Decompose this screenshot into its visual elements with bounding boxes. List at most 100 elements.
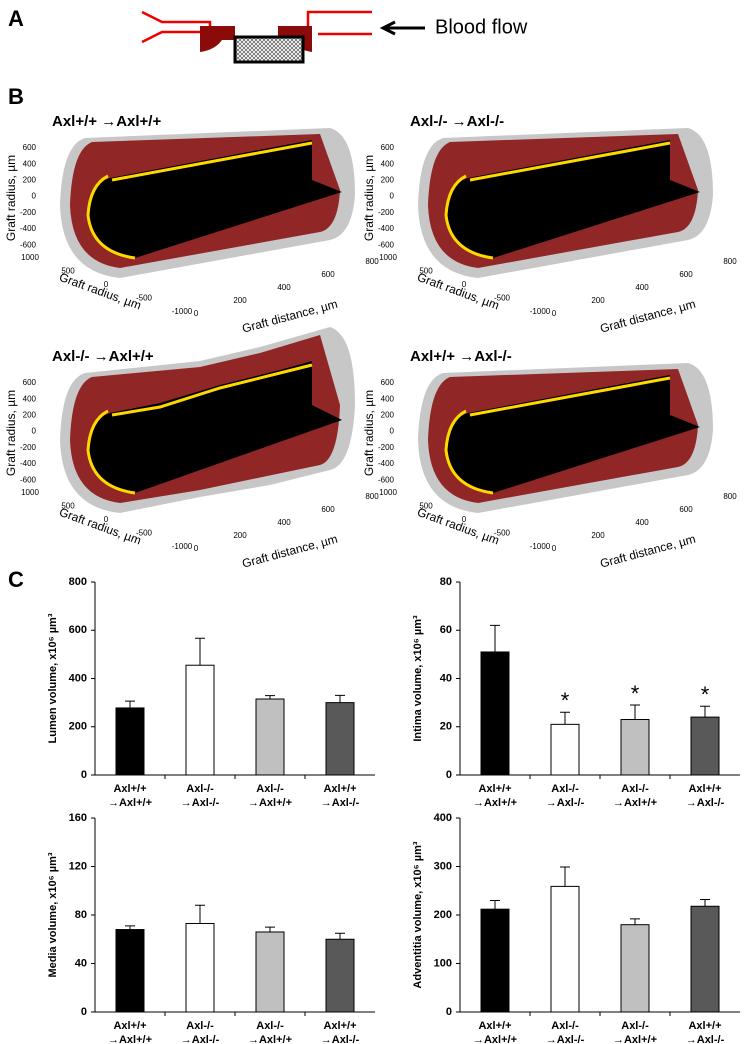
error-bar [700,898,710,907]
tick-label: 200 [381,411,395,420]
y-tick-label: 0 [81,769,87,781]
error-bar [560,866,570,887]
bar [255,698,285,776]
x-tick-label: Axl+/+ →Axl+/+ [473,783,517,809]
label-line: →Axl+/+ [248,1034,292,1044]
tick-label: -400 [378,224,395,233]
error-bar [560,711,570,725]
tick-label: 0 [194,544,199,553]
tube-plot: Axl-/- →Axl+/+ Graft radius, µm 600 400 200 0… [4,327,379,571]
error-bar [490,624,500,652]
error-bar [265,695,275,700]
label-line: Axl+/+ [113,783,146,795]
label-line: Axl+/+ [688,1020,721,1032]
tick-label: -600 [20,240,37,249]
label-line: →Axl+/+ [108,797,152,809]
label-line: →Axl+/+ [473,1034,517,1044]
axis-label: Graft radius, µm [4,155,18,241]
y-tick-label: 80 [440,576,452,588]
label-line: Axl-/- [621,1020,649,1032]
label-line: →Axl-/- [181,797,220,809]
tick-label: 500 [419,267,433,276]
y-tick-label: 300 [434,860,452,872]
tick-label: 400 [23,159,37,168]
tick-label: 400 [381,394,395,403]
tick-label: 1000 [379,488,397,497]
error-bar [195,637,205,666]
intima [444,141,671,260]
y-tick-label: 400 [434,812,452,824]
tick-label: -500 [494,529,511,538]
tick-label: 500 [419,502,433,511]
y-tick-label: 80 [75,909,87,921]
error-bar [630,918,640,925]
tick-label: 200 [233,531,247,540]
axis-label: Graft radius, µm [362,390,376,476]
label-line: Axl+/+ [688,783,721,795]
label-line: →Axl-/- [686,1034,725,1044]
x-tick-label: Axl-/- →Axl-/- [546,1020,585,1044]
tick-label: 400 [635,283,649,292]
y-tick-label: 600 [69,624,87,636]
label-line: Axl+/+ [113,1020,146,1032]
y-axis-label: Intima volume, x10⁶ µm³ [412,615,424,742]
tick-label: 600 [23,378,37,387]
y-tick-label: 60 [440,624,452,636]
tube-plot: Axl-/- →Axl-/- Graft radius, µm 600 400 200 0… [362,113,737,336]
tube-plot: Axl+/+ →Axl+/+ Graft radius, µm 600 400 200 0… [4,113,379,336]
tick-label: 0 [194,309,199,318]
x-tick-label: Axl-/- →Axl-/- [181,1020,220,1044]
tick-label: 400 [23,394,37,403]
axis-label: Graft distance, µm [599,532,698,571]
label-line: →Axl-/- [181,1034,220,1044]
tick-label: -200 [20,443,37,452]
tick-label: -600 [378,475,395,484]
y-axis-label: Lumen volume, x10⁶ µm³ [47,613,59,743]
axis-label: Graft radius, µm [362,155,376,241]
label-line: Axl+/+ [478,783,511,795]
tick-label: 400 [381,159,395,168]
bar [550,723,580,776]
bar [690,716,720,776]
label-line: Axl+/+ [323,783,356,795]
tick-label: 800 [365,257,379,266]
x-tick-label: Axl-/- →Axl+/+ [248,783,292,809]
tick-label: 600 [23,143,37,152]
label-line: Axl-/- [551,783,579,795]
bar [255,931,285,1013]
x-tick-label: Axl+/+ →Axl-/- [321,1020,360,1044]
error-bar [335,694,345,703]
tick-label: 600 [381,143,395,152]
panel-label: B [8,84,24,109]
tick-label: -400 [378,459,395,468]
panel-label: A [8,6,24,31]
flow-label: Blood flow [435,16,528,38]
tick-label: 200 [23,176,37,185]
y-tick-label: 160 [69,812,87,824]
tube-plot: Axl+/+ →Axl-/- Graft radius, µm 600 400 200 0… [362,348,737,571]
lumen [88,140,342,258]
tick-label: 500 [61,267,75,276]
y-tick-label: 200 [434,909,452,921]
plot-title: Axl-/- →Axl+/+ [52,348,154,365]
tick-label: 600 [321,505,335,514]
error-bar [195,904,205,924]
tick-label: 600 [679,505,693,514]
bar [325,702,355,776]
intima [86,363,313,495]
lumen [446,375,700,493]
tick-label: 0 [32,427,37,436]
lumen [88,361,342,493]
intima [86,141,313,260]
bar [185,922,215,1013]
tick-label: 600 [381,378,395,387]
tick-label: -200 [378,208,395,217]
x-tick-label: Axl-/- →Axl+/+ [248,1020,292,1044]
axis-label: Graft radius, µm [415,270,501,313]
x-tick-label: Axl+/+ →Axl-/- [321,783,360,809]
tick-label: 0 [32,192,37,201]
plot-title: Axl+/+ →Axl-/- [410,348,512,365]
label-line: →Axl-/- [546,797,585,809]
intima [444,376,671,495]
